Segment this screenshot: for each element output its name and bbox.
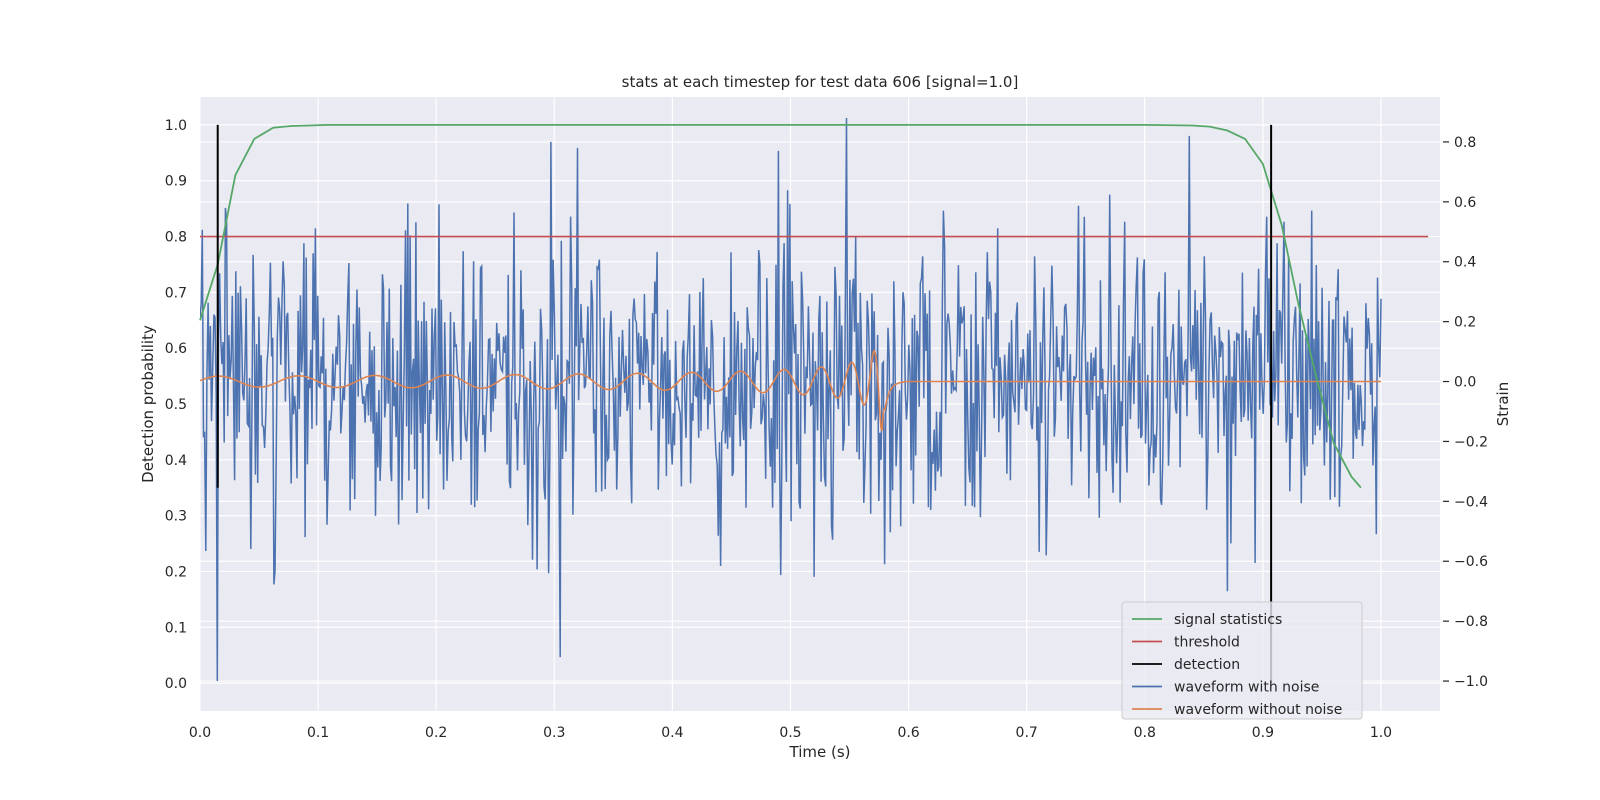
y-tick-label-right: 0.4 xyxy=(1454,255,1476,271)
y-tick-label-right: −0.4 xyxy=(1454,494,1488,510)
x-tick-label: 0.1 xyxy=(307,725,329,741)
y-tick-label-left: 0.3 xyxy=(165,509,187,525)
x-tick-label: 0.5 xyxy=(779,725,801,741)
x-tick-label: 0.3 xyxy=(543,725,565,741)
y-tick-label-right: 0.8 xyxy=(1454,135,1476,151)
y-tick-label-right: 0.0 xyxy=(1454,375,1476,391)
chart-title: stats at each timestep for test data 606… xyxy=(622,73,1019,91)
y-tick-label-left: 0.1 xyxy=(165,620,187,636)
x-tick-label: 0.4 xyxy=(661,725,683,741)
x-tick-label: 0.6 xyxy=(897,725,919,741)
y-tick-label-right: −0.6 xyxy=(1454,554,1488,570)
x-tick-label: 0.0 xyxy=(189,725,211,741)
x-tick-label: 0.8 xyxy=(1134,725,1156,741)
x-tick-label: 0.9 xyxy=(1252,725,1274,741)
y-tick-label-left: 0.2 xyxy=(165,564,187,580)
y-tick-label-right: 0.6 xyxy=(1454,195,1476,211)
y-tick-label-left: 0.8 xyxy=(165,230,187,246)
y-axis-label-right: Strain xyxy=(1494,382,1512,426)
y-tick-label-right: −1.0 xyxy=(1454,674,1488,690)
legend: signal statistics threshold detection wavef… xyxy=(1121,601,1363,720)
y-tick-label-right: 0.2 xyxy=(1454,315,1476,331)
legend-label: threshold xyxy=(1174,635,1240,651)
legend-label: waveform with noise xyxy=(1174,680,1319,696)
legend-box xyxy=(1121,601,1363,720)
y-tick-label-left: 1.0 xyxy=(165,118,187,134)
y-tick-label-right: −0.8 xyxy=(1454,614,1488,630)
y-tick-label-left: 0.5 xyxy=(165,397,187,413)
series-waveform-with-noise xyxy=(200,117,1382,682)
y-tick-label-left: 0.7 xyxy=(165,285,187,301)
legend-label: waveform without noise xyxy=(1174,702,1342,718)
x-tick-label: 0.2 xyxy=(425,725,447,741)
axes: 0.0 0.1 0.2 0.3 0.4 0.5 0.6 0.7 0.8 0.9 1.0 0.0 0.1 0… xyxy=(165,118,1488,741)
x-tick-label: 1.0 xyxy=(1370,725,1392,741)
y-tick-label-left: 0.6 xyxy=(165,341,187,357)
legend-label: signal statistics xyxy=(1174,612,1282,628)
x-axis-label: Time (s) xyxy=(789,743,851,761)
legend-label: detection xyxy=(1174,657,1240,673)
x-tick-label: 0.7 xyxy=(1016,725,1038,741)
series-waveform-without-noise xyxy=(200,349,1381,432)
y-tick-label-left: 0.9 xyxy=(165,174,187,190)
series-waveform-with-noise-group xyxy=(200,117,1382,682)
series-layer xyxy=(199,117,1429,684)
y-axis-label-left: Detection probability xyxy=(139,325,157,483)
y-tick-label-left: 0.0 xyxy=(165,676,187,692)
y-tick-label-left: 0.4 xyxy=(165,453,187,469)
y-tick-label-right: −0.2 xyxy=(1454,434,1488,450)
series-signal-statistics xyxy=(199,124,1362,489)
